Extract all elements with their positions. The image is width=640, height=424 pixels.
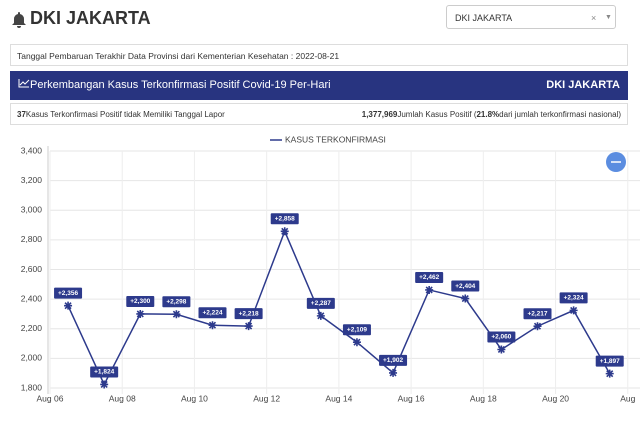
y-tick-label: 2,000 (21, 353, 43, 363)
data-label: +2,217 (527, 310, 547, 317)
y-tick-label: 3,000 (21, 205, 43, 215)
point-marker (497, 345, 506, 354)
data-label: +2,858 (275, 216, 295, 223)
data-label: +1,824 (94, 369, 114, 376)
total-count: 1,377,969 (361, 110, 398, 119)
point-marker (389, 368, 398, 377)
data-label-bg (559, 292, 588, 304)
point-marker (533, 322, 542, 331)
total-text: Jumlah Kasus Positif ( (397, 110, 477, 119)
x-tick-label: Aug (620, 393, 635, 403)
data-label: +2,300 (130, 298, 150, 305)
total: 1,377,969Jumlah Kasus Positif (21.8%dari… (362, 104, 621, 124)
data-label-bg (487, 331, 516, 343)
point-marker (461, 294, 470, 303)
banner-title: Perkembangan Kasus Terkonfirmasi Positif… (18, 71, 331, 100)
x-tick-label: Aug 10 (181, 393, 208, 403)
data-label-bg (451, 280, 480, 292)
point-marker (208, 321, 217, 330)
point-marker (316, 311, 325, 320)
data-label-bg (270, 213, 299, 225)
point-marker (100, 380, 109, 389)
update-text: Tanggal Pembaruan Terakhir Data Provinsi… (17, 51, 340, 61)
share: 21.8% (476, 110, 500, 119)
dropdown-value: DKI JAKARTA (455, 13, 513, 23)
point-marker (136, 309, 145, 318)
header-title: DKI JAKARTA (30, 8, 151, 28)
y-tick-label: 1,800 (21, 382, 43, 392)
data-label-bg (54, 287, 83, 299)
banner-title-text: Perkembangan Kasus Terkonfirmasi Positif… (30, 79, 331, 91)
undated-text: Kasus Terkonfirmasi Positif tidak Memili… (25, 110, 225, 119)
data-label-bg (595, 355, 624, 367)
x-tick-label: Aug 18 (470, 393, 497, 403)
point-marker (280, 227, 289, 236)
point-marker (64, 301, 73, 310)
data-label-bg (379, 354, 408, 366)
data-label-bg (523, 308, 552, 320)
data-label-bg (162, 296, 191, 308)
data-label: +2,462 (419, 274, 439, 281)
plot (64, 227, 614, 389)
undated-count: 37 (17, 110, 26, 119)
data-label: +2,109 (347, 326, 367, 333)
data-label-bg (415, 271, 444, 283)
update-info: Tanggal Pembaruan Terakhir Data Provinsi… (10, 44, 628, 66)
data-label-bg (306, 297, 335, 309)
chart-icon (18, 79, 30, 88)
data-label-bg (126, 295, 155, 307)
data-label: +2,060 (491, 334, 511, 341)
x-tick-label: Aug 12 (253, 393, 280, 403)
y-tick-label: 2,800 (21, 234, 43, 244)
data-label: +2,218 (239, 310, 259, 317)
x-tick-label: Aug 14 (325, 393, 352, 403)
dropdown-clear[interactable]: × (591, 13, 597, 23)
point-marker (569, 306, 578, 315)
y-tick-label: 2,600 (21, 264, 43, 274)
x-tick-label: Aug 08 (109, 393, 136, 403)
data-label: +1,897 (600, 358, 620, 365)
bell-icon (12, 11, 26, 28)
legend-label: KASUS TERKONFIRMASI (285, 134, 386, 144)
data-label: +2,287 (311, 300, 331, 307)
y-tick-label: 3,200 (21, 175, 43, 185)
x-tick-label: Aug 06 (37, 393, 64, 403)
undated: 37Kasus Terkonfirmasi Positif tidak Memi… (17, 104, 225, 124)
point-marker (605, 369, 614, 378)
data-label: +2,224 (202, 309, 222, 316)
y-tick-label: 3,400 (21, 145, 43, 155)
data-label: +2,404 (455, 283, 475, 290)
series-line (67, 229, 611, 387)
data-label: +2,356 (58, 290, 78, 297)
point-marker (352, 338, 361, 347)
data-label-bg (90, 366, 119, 378)
data-label: +2,324 (564, 295, 584, 302)
x-tick-label: Aug 20 (542, 393, 569, 403)
banner-region: DKI JAKARTA (546, 79, 620, 91)
region-dropdown[interactable]: DKI JAKARTA × ▼ (446, 5, 616, 29)
x-tick-label: Aug 16 (398, 393, 425, 403)
share-text: dari jumlah terkonfirmasi nasional) (499, 110, 621, 119)
data-label-bg (234, 308, 263, 320)
data-label-bg (198, 307, 227, 319)
point-marker (172, 310, 181, 319)
data-label-bg (342, 324, 371, 336)
stats: 37Kasus Terkonfirmasi Positif tidak Memi… (10, 103, 628, 125)
y-tick-label: 2,400 (21, 293, 43, 303)
point-marker (425, 285, 434, 294)
header: DKI JAKARTA (10, 8, 151, 29)
chart: 1,800 2,000 2,200 2,400 2,600 2,800 3,000 3,200… (21, 134, 640, 403)
data-label: +2,298 (166, 298, 186, 305)
y-tick-label: 2,200 (21, 323, 43, 333)
banner: Perkembangan Kasus Terkonfirmasi Positif… (10, 71, 628, 100)
point-marker (244, 322, 253, 331)
dropdown-arrow[interactable]: ▼ (605, 14, 612, 21)
data-label: +1,902 (383, 357, 403, 364)
